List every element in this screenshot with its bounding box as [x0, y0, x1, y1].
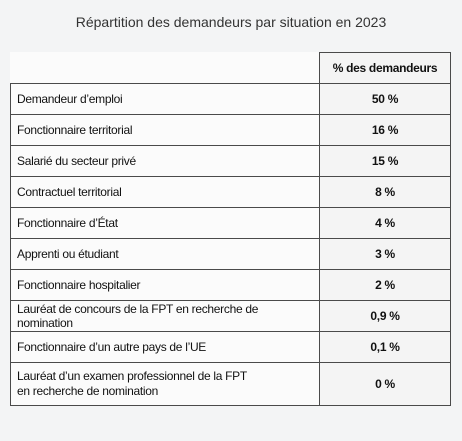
row: Demandeur d’emploi 50 %: [10, 83, 451, 115]
value-cell: 15 %: [319, 145, 451, 177]
label-cell: Salarié du secteur privé: [10, 145, 320, 177]
empty-cell: [10, 52, 320, 84]
row: Lauréat d’un examen professionnel de la …: [10, 362, 451, 406]
row: Fonctionnaire territorial 16 %: [10, 114, 451, 146]
value-cell: 0 %: [319, 362, 451, 406]
value-cell: 50 %: [319, 83, 451, 115]
header-row: % des demandeurs: [10, 52, 451, 84]
value-cell: 16 %: [319, 114, 451, 146]
row: Fonctionnaire d’État 4 %: [10, 207, 451, 239]
label-cell: Apprenti ou étudiant: [10, 238, 320, 270]
row: Contractuel territorial 8 %: [10, 176, 451, 208]
label-cell: Fonctionnaire hospitalier: [10, 269, 320, 301]
label-cell: Contractuel territorial: [10, 176, 320, 208]
value-cell: 0,1 %: [319, 331, 451, 363]
title: Répartition des demandeurs par situation…: [75, 14, 387, 30]
value-cell: 0,9 %: [319, 300, 451, 332]
label-cell: Fonctionnaire territorial: [10, 114, 320, 146]
label-line: en recherche de nomination: [17, 384, 158, 398]
value-cell: 8 %: [319, 176, 451, 208]
row: Apprenti ou étudiant 3 %: [10, 238, 451, 270]
row: Salarié du secteur privé 15 %: [10, 145, 451, 177]
value-cell: 3 %: [319, 238, 451, 270]
row: Fonctionnaire hospitalier 2 %: [10, 269, 451, 301]
label-cell: Lauréat d’un examen professionnel de la …: [10, 362, 320, 406]
label-cell: Lauréat de concours de la FPT en recherc…: [10, 300, 320, 332]
label-cell: Fonctionnaire d’un autre pays de l’UE: [10, 331, 320, 363]
label-cell: Fonctionnaire d’État: [10, 207, 320, 239]
row: Lauréat de concours de la FPT en recherc…: [10, 300, 451, 332]
column-header: % des demandeurs: [319, 52, 451, 84]
label-cell: Demandeur d’emploi: [10, 83, 320, 115]
value-cell: 4 %: [319, 207, 451, 239]
label-line: Lauréat d’un examen professionnel de la …: [17, 369, 247, 383]
value-cell: 2 %: [319, 269, 451, 301]
row: Fonctionnaire d’un autre pays de l’UE 0,1…: [10, 331, 451, 363]
table: % des demandeurs Demandeur d’emploi 50 % F…: [10, 52, 451, 406]
